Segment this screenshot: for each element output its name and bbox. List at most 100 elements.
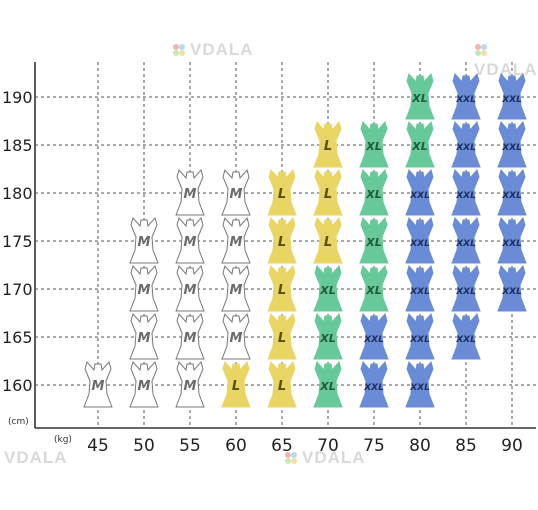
size-mark-shape — [129, 216, 159, 264]
y-tick-label: 180 — [2, 184, 33, 203]
size-mark-shape — [129, 360, 159, 408]
size-mark-label: L — [324, 139, 332, 154]
size-mark-label: XXL — [455, 191, 476, 201]
size-mark-label: L — [324, 235, 332, 250]
y-tick-label: 165 — [2, 328, 33, 347]
size-mark-xxl: XXL — [451, 312, 481, 360]
watermark-text: VDALA — [190, 40, 254, 59]
size-mark-label: XL — [319, 284, 336, 297]
size-mark-label: M — [230, 283, 243, 298]
size-mark-label: M — [230, 331, 243, 346]
size-mark-l: L — [313, 168, 343, 216]
size-mark-shape — [359, 120, 389, 168]
size-mark-label: XXL — [363, 335, 384, 345]
size-mark-xxl: XXL — [497, 264, 527, 312]
size-mark-m: M — [175, 360, 205, 408]
x-tick-label: 55 — [179, 436, 201, 456]
size-mark-shape — [497, 168, 527, 216]
size-mark-shape — [359, 168, 389, 216]
size-mark-shape — [497, 120, 527, 168]
size-mark-label: XXL — [455, 95, 476, 105]
size-mark-shape — [313, 312, 343, 360]
size-mark-m: M — [129, 360, 159, 408]
size-mark-xxl: XXL — [451, 120, 481, 168]
y-tick-label: 190 — [2, 88, 33, 107]
size-mark-shape — [313, 216, 343, 264]
size-mark-xxl: XXL — [405, 264, 435, 312]
size-mark-l: L — [267, 360, 297, 408]
size-mark-shape — [359, 360, 389, 408]
watermark: VDALA — [4, 448, 68, 468]
size-mark-m: M — [175, 264, 205, 312]
size-mark-label: XL — [319, 332, 336, 345]
size-mark-xxl: XXL — [405, 216, 435, 264]
size-mark-m: M — [175, 168, 205, 216]
size-mark-xxl: XXL — [497, 216, 527, 264]
size-mark-shape — [405, 72, 435, 120]
axis-labels: 190 185 180 175 170 165 160 45 50 55 60 65 70 75 80 85 9… — [2, 88, 523, 456]
size-mark-label: XXL — [409, 239, 430, 249]
x-tick-label: 75 — [363, 436, 385, 456]
size-mark-label: XL — [365, 140, 382, 153]
size-mark-shape — [175, 216, 205, 264]
x-tick-label: 50 — [133, 436, 155, 456]
size-mark-l: L — [313, 216, 343, 264]
size-mark-label: L — [324, 187, 332, 202]
size-mark-xl: XL — [405, 120, 435, 168]
x-tick-label: 80 — [409, 436, 431, 456]
size-mark-xxl: XXL — [405, 312, 435, 360]
size-mark-shape — [221, 216, 251, 264]
size-mark-label: XL — [365, 236, 382, 249]
watermark: VDALA — [284, 448, 366, 468]
size-mark-l: L — [267, 264, 297, 312]
watermark-logo-icon — [285, 452, 297, 464]
size-mark-label: XL — [411, 140, 428, 153]
size-mark-label: XXL — [409, 335, 430, 345]
size-mark-shape — [267, 264, 297, 312]
size-mark-shape — [313, 360, 343, 408]
watermark-text: VDALA — [302, 448, 366, 467]
size-mark-label: XXL — [501, 143, 522, 153]
size-mark-label: M — [184, 283, 197, 298]
size-mark-shape — [497, 72, 527, 120]
size-mark-xl: XL — [359, 216, 389, 264]
size-mark-shape — [267, 312, 297, 360]
size-mark-shape — [497, 264, 527, 312]
size-mark-xl: XL — [313, 360, 343, 408]
size-mark-xxl: XXL — [359, 360, 389, 408]
size-mark-xl: XL — [313, 312, 343, 360]
size-mark-label: XXL — [501, 239, 522, 249]
x-tick-label: 90 — [501, 436, 523, 456]
size-mark-shape — [313, 168, 343, 216]
size-mark-xxl: XXL — [359, 312, 389, 360]
size-mark-m: M — [129, 264, 159, 312]
size-mark-label: L — [278, 283, 286, 298]
size-mark-shape — [175, 312, 205, 360]
size-mark-xl: XL — [405, 72, 435, 120]
size-mark-label: L — [278, 331, 286, 346]
size-mark-label: XXL — [409, 287, 430, 297]
size-mark-shape — [83, 360, 113, 408]
size-mark-xxl: XXL — [497, 120, 527, 168]
size-mark-label: L — [278, 187, 286, 202]
size-mark-shape — [175, 264, 205, 312]
size-mark-label: XXL — [455, 239, 476, 249]
size-mark-label: L — [278, 379, 286, 394]
x-tick-label: 70 — [317, 436, 339, 456]
size-mark-l: L — [313, 120, 343, 168]
size-mark-shape — [221, 168, 251, 216]
size-mark-shape — [497, 216, 527, 264]
y-tick-label: 160 — [2, 376, 33, 395]
watermark-text: VDALA — [4, 448, 68, 467]
size-mark-l: L — [267, 168, 297, 216]
size-mark-xxl: XXL — [451, 72, 481, 120]
size-mark-shape — [175, 360, 205, 408]
size-mark-label: XXL — [501, 95, 522, 105]
size-mark-m: M — [221, 216, 251, 264]
size-mark-shape — [451, 72, 481, 120]
size-mark-xl: XL — [313, 264, 343, 312]
x-unit-label: (kg) — [54, 435, 72, 445]
size-mark-shape — [451, 264, 481, 312]
size-mark-label: L — [232, 379, 240, 394]
